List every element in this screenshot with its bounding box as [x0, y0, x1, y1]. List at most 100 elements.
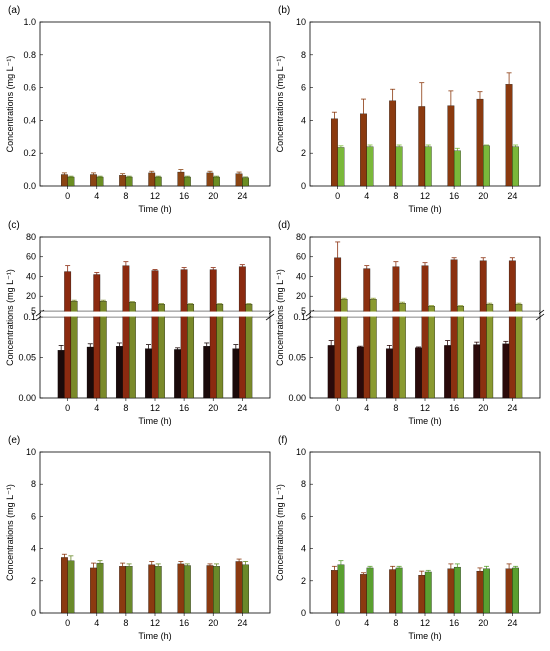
bar-a-s0-12 — [148, 172, 156, 187]
bar-c-s0-4 — [86, 346, 94, 399]
bar-c-s1-20 — [209, 269, 217, 399]
bar-b-s0-24 — [505, 84, 513, 187]
x-tick-label-d-8: 8 — [393, 403, 398, 413]
bar-c-s2-16 — [187, 303, 195, 399]
y-tick-label-e-10: 10 — [26, 447, 36, 457]
bar-a-s0-0 — [61, 174, 68, 187]
bar-d-s0-0 — [327, 345, 335, 399]
y-tick-label-a-0.4: 0.4 — [23, 115, 36, 125]
bar-d-s2-20 — [486, 303, 494, 399]
y-axis-label-d: Concentrations (mg L⁻¹) — [275, 269, 285, 366]
bar-f-s1-20 — [483, 568, 490, 614]
bar-e-s0-12 — [148, 564, 156, 614]
y-axis-label-c: Concentrations (mg L⁻¹) — [5, 269, 15, 366]
plot-frame-a — [39, 21, 271, 187]
bar-e-s1-0 — [67, 560, 75, 614]
y-tick-label-b-8: 8 — [301, 50, 306, 60]
y-tick-label-b-2: 2 — [301, 148, 306, 158]
x-tick-label-b-12: 12 — [420, 191, 430, 201]
y-tick-label-lower-c-0.00: 0.00 — [18, 393, 36, 403]
x-tick-label-a-20: 20 — [208, 191, 218, 201]
y-axis-label-e: Concentrations (mg L⁻¹) — [5, 484, 15, 581]
y-tick-label-b-0: 0 — [301, 181, 306, 191]
x-axis-label-c: Time (h) — [138, 416, 171, 426]
bar-a-s1-16 — [183, 176, 191, 187]
y-tick-label-upper-d-40: 40 — [296, 271, 306, 281]
y-tick-label-lower-c-0.05: 0.05 — [18, 353, 36, 363]
y-tick-label-upper-d-60: 60 — [296, 252, 306, 262]
x-tick-label-a-16: 16 — [179, 191, 189, 201]
bar-c-s0-0 — [57, 350, 65, 399]
y-tick-label-e-6: 6 — [31, 511, 36, 521]
bar-b-s0-0 — [331, 118, 338, 187]
y-axis-label-f: Concentrations (mg L⁻¹) — [275, 484, 285, 581]
bar-b-s1-20 — [483, 145, 490, 187]
bar-a-s0-24 — [235, 173, 243, 187]
bar-d-s2-24 — [515, 303, 523, 399]
bar-d-s1-8 — [392, 266, 400, 399]
x-axis-label-a: Time (h) — [138, 204, 171, 214]
y-tick-label-e-0: 0 — [31, 608, 36, 618]
bar-f-s1-0 — [337, 564, 345, 614]
y-tick-label-upper-d-5: 5 — [301, 306, 306, 316]
bar-a-s0-8 — [119, 175, 127, 187]
bar-b-s0-20 — [476, 98, 484, 187]
bar-a-s0-4 — [90, 174, 97, 187]
y-axis-label-b: Concentrations (mg L⁻¹) — [275, 56, 285, 153]
panel-label-a: (a) — [8, 5, 20, 16]
bar-e-s0-24 — [235, 561, 243, 614]
bar-e-s1-20 — [213, 566, 220, 614]
x-tick-label-a-8: 8 — [123, 191, 128, 201]
bar-c-s2-12 — [158, 303, 165, 399]
bar-f-s1-8 — [395, 567, 403, 614]
bar-b-s1-16 — [453, 150, 461, 187]
axis-gap-overlay-d — [311, 311, 539, 317]
y-tick-label-lower-d-0.00: 0.00 — [288, 393, 306, 403]
x-axis-label-e: Time (h) — [138, 631, 171, 641]
y-tick-label-upper-c-40: 40 — [26, 271, 36, 281]
y-tick-label-a-1.0: 1.0 — [23, 17, 36, 27]
bar-a-s1-12 — [154, 176, 162, 187]
y-tick-label-a-0.8: 0.8 — [23, 50, 36, 60]
bar-e-s1-4 — [96, 562, 104, 614]
bar-d-s1-16 — [450, 259, 458, 399]
x-tick-label-a-4: 4 — [94, 191, 99, 201]
x-tick-label-e-0: 0 — [65, 618, 70, 628]
bar-d-s1-20 — [479, 260, 487, 399]
bar-f-s0-4 — [360, 574, 367, 614]
x-tick-label-c-16: 16 — [179, 403, 189, 413]
x-tick-label-f-12: 12 — [420, 618, 430, 628]
bar-b-s1-24 — [512, 146, 519, 187]
bar-d-s1-0 — [334, 257, 342, 399]
x-tick-label-f-4: 4 — [364, 618, 369, 628]
bar-f-s0-20 — [476, 570, 484, 614]
x-tick-label-d-4: 4 — [364, 403, 369, 413]
bar-c-s1-24 — [238, 266, 246, 399]
y-tick-label-f-6: 6 — [301, 511, 306, 521]
x-tick-label-c-4: 4 — [94, 403, 99, 413]
x-tick-label-b-20: 20 — [478, 191, 488, 201]
bar-c-s1-4 — [93, 274, 101, 399]
bar-b-s0-12 — [418, 106, 426, 187]
bar-a-s1-0 — [67, 176, 75, 187]
y-tick-label-a-0.6: 0.6 — [23, 83, 36, 93]
x-tick-label-a-0: 0 — [65, 191, 70, 201]
y-tick-label-f-2: 2 — [301, 576, 306, 586]
bar-c-s2-20 — [216, 303, 224, 399]
bar-d-s1-4 — [363, 268, 371, 399]
x-tick-label-d-20: 20 — [478, 403, 488, 413]
axis-gap-overlay-c — [41, 311, 269, 317]
bar-d-s1-24 — [508, 260, 516, 399]
bar-f-s0-16 — [447, 568, 455, 614]
y-tick-label-lower-d-0.05: 0.05 — [288, 353, 306, 363]
bar-e-s1-8 — [125, 566, 133, 614]
bar-c-s0-12 — [145, 348, 152, 399]
bar-f-s1-16 — [453, 566, 461, 614]
bar-a-s1-24 — [242, 177, 249, 187]
bar-f-s0-12 — [418, 575, 426, 614]
x-tick-label-d-12: 12 — [420, 403, 430, 413]
y-tick-label-upper-c-60: 60 — [26, 252, 36, 262]
bar-f-s1-24 — [512, 567, 519, 614]
y-tick-label-f-4: 4 — [301, 544, 306, 554]
x-tick-label-e-24: 24 — [237, 618, 247, 628]
